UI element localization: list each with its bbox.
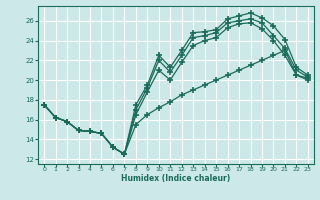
X-axis label: Humidex (Indice chaleur): Humidex (Indice chaleur) <box>121 174 231 183</box>
